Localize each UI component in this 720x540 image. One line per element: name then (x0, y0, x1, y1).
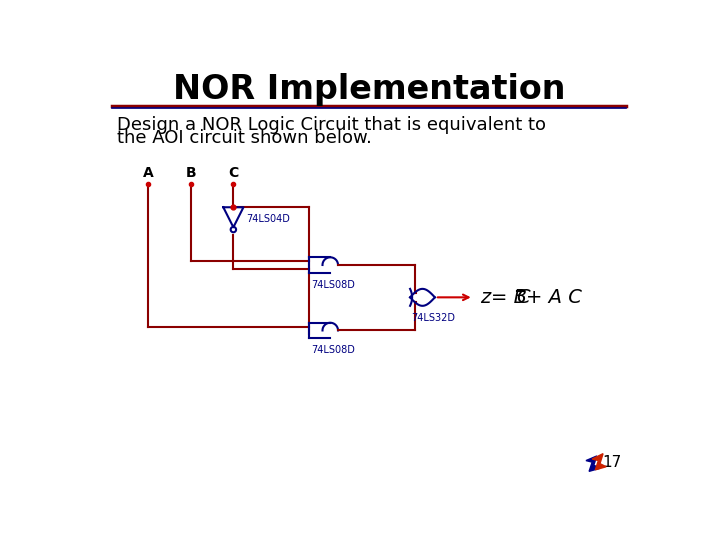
Text: 74LS08D: 74LS08D (311, 345, 355, 355)
Polygon shape (586, 456, 600, 471)
Text: 74LS04D: 74LS04D (246, 214, 290, 224)
Text: NOR Implementation: NOR Implementation (173, 73, 565, 106)
Text: 74LS32D: 74LS32D (412, 313, 456, 323)
Text: 74LS08D: 74LS08D (311, 280, 355, 289)
Text: C: C (228, 166, 238, 179)
Text: 17: 17 (603, 455, 621, 470)
Text: = B: = B (490, 288, 526, 307)
Text: z: z (480, 288, 496, 307)
Polygon shape (593, 454, 606, 470)
Text: the AOI circuit shown below.: the AOI circuit shown below. (117, 130, 372, 147)
Text: A: A (143, 166, 153, 179)
Text: C: C (516, 288, 530, 307)
Text: Design a NOR Logic Circuit that is equivalent to: Design a NOR Logic Circuit that is equiv… (117, 117, 546, 134)
Text: B: B (186, 166, 196, 179)
Text: + A C: + A C (526, 288, 582, 307)
